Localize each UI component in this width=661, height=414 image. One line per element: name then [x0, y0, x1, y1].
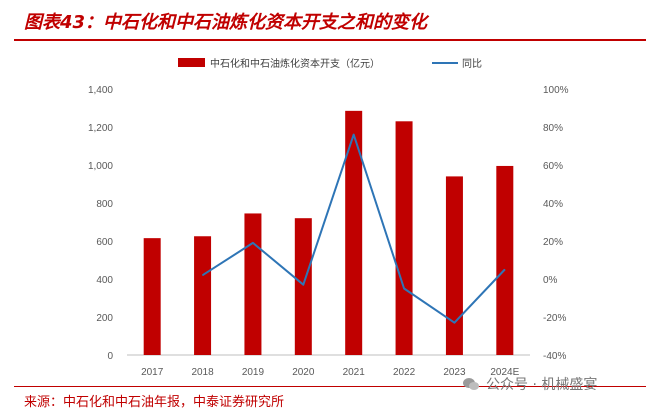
y-right-tick-label: 60%	[543, 161, 563, 172]
x-tick-label: 2022	[393, 367, 416, 378]
bar	[395, 121, 413, 355]
legend-line-label: 同比	[462, 58, 482, 70]
yoy-point	[453, 322, 455, 324]
bar	[294, 218, 312, 355]
y-left-tick-label: 400	[96, 275, 113, 286]
y-left-tick-label: 800	[96, 199, 113, 210]
x-tick-label: 2023	[443, 367, 466, 378]
y-left-tick-label: 1,400	[88, 85, 113, 96]
y-right-tick-label: 0%	[543, 275, 558, 286]
y-left-tick-label: 200	[96, 313, 113, 324]
watermark: 公众号 · 机械盛宴	[462, 374, 597, 394]
plot-area: 0 200 400 600 800 1,000 1,200 1,400 -40% -20% 0% 20…	[88, 85, 569, 378]
y-right-tick-label: -40%	[543, 351, 566, 362]
title-underline	[14, 39, 646, 41]
legend: 中石化和中石油炼化资本开支（亿元） 同比	[178, 57, 482, 70]
yoy-point	[353, 134, 355, 136]
y-left-tick-label: 1,000	[88, 161, 113, 172]
yoy-point	[202, 274, 204, 276]
y-left-tick-label: 600	[96, 237, 113, 248]
bar	[143, 238, 161, 355]
y-left-tick-label: 1,200	[88, 123, 113, 134]
x-tick-label: 2018	[191, 367, 214, 378]
wechat-icon	[463, 378, 479, 390]
legend-bar-label: 中石化和中石油炼化资本开支（亿元）	[210, 57, 380, 70]
x-tick-label: 2019	[242, 367, 265, 378]
figure-title: 图表43：中石化和中石油炼化资本开支之和的变化	[24, 12, 428, 33]
y-right-tick-label: 80%	[543, 123, 563, 134]
y-right-tick-label: 100%	[543, 85, 569, 96]
watermark-text: 公众号 · 机械盛宴	[486, 377, 598, 393]
source-note: 来源：中石化和中石油年报，中泰证券研究所	[24, 395, 285, 410]
footer-rule	[14, 386, 646, 387]
yoy-point	[403, 288, 405, 289]
bar	[194, 236, 212, 355]
yoy-point	[252, 242, 254, 244]
bar	[496, 165, 514, 355]
y-right-tick-label: 20%	[543, 237, 563, 248]
x-tick-label: 2021	[343, 367, 366, 378]
yoy-point	[302, 284, 304, 286]
legend-bar-swatch	[178, 58, 205, 67]
yoy-point	[504, 269, 506, 270]
y-left-tick-label: 0	[107, 351, 113, 362]
x-tick-label: 2017	[141, 367, 164, 378]
bar	[244, 213, 262, 355]
bar	[445, 176, 463, 355]
x-tick-label: 2020	[292, 367, 315, 378]
bar	[345, 110, 363, 355]
y-right-tick-label: -20%	[543, 313, 566, 324]
y-right-tick-label: 40%	[543, 199, 563, 210]
x-tick-label: 2024E	[490, 367, 519, 378]
